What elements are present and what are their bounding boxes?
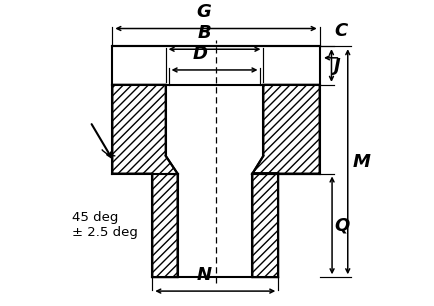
Text: N: N (196, 266, 211, 284)
Text: B: B (197, 24, 210, 42)
Text: C: C (334, 22, 347, 40)
Text: D: D (192, 45, 207, 62)
Text: 45 deg
± 2.5 deg: 45 deg ± 2.5 deg (72, 211, 138, 239)
Text: Q: Q (334, 216, 349, 234)
Polygon shape (112, 85, 177, 277)
Polygon shape (252, 85, 319, 277)
Text: M: M (352, 153, 369, 171)
Polygon shape (112, 46, 319, 85)
Text: J: J (334, 57, 340, 75)
Text: G: G (196, 3, 211, 21)
